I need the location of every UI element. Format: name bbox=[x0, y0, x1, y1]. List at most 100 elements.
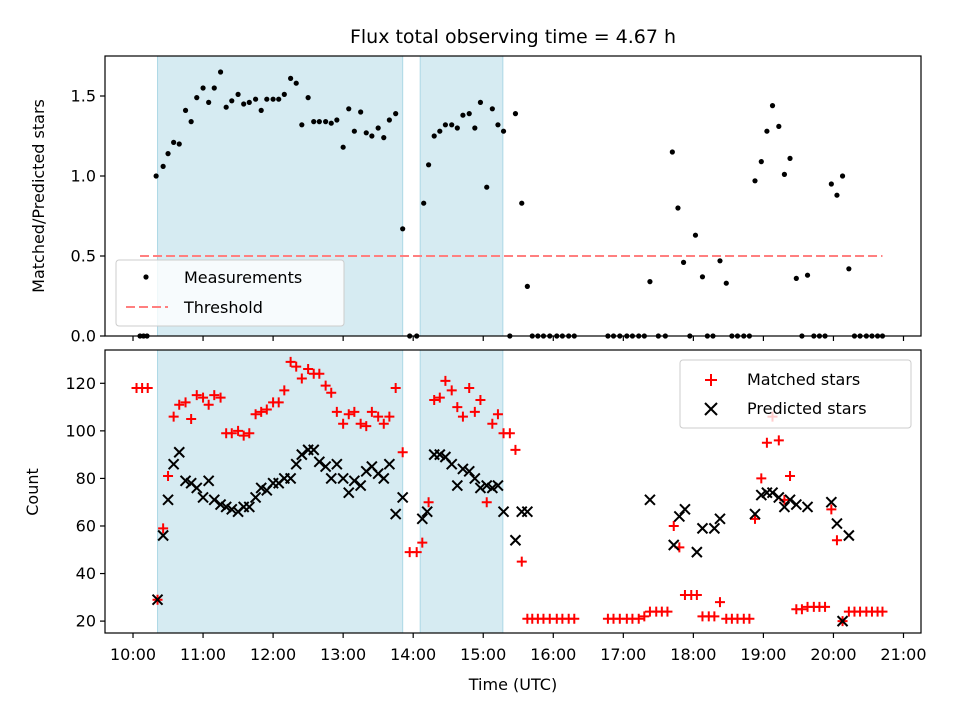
matched-star-point bbox=[285, 356, 296, 367]
predicted-star-point bbox=[825, 496, 838, 508]
matched-star-point bbox=[331, 406, 342, 417]
y-tick-label: 0.5 bbox=[71, 247, 96, 266]
measurement-point bbox=[477, 99, 484, 105]
predicted-star-point bbox=[226, 503, 238, 516]
matched-star-point bbox=[238, 430, 249, 441]
y-tick-label: 100 bbox=[65, 421, 96, 440]
predicted-star-point bbox=[151, 593, 164, 606]
predicted-star-point bbox=[354, 479, 367, 492]
matched-star-point bbox=[256, 406, 267, 417]
measurement-point bbox=[680, 259, 687, 265]
predicted-star-point bbox=[492, 479, 504, 492]
top-axes-frame bbox=[104, 55, 922, 337]
predicted-star-point bbox=[325, 472, 337, 485]
matched-star-point bbox=[434, 392, 445, 403]
legend-measurements-label: Measurements bbox=[184, 268, 302, 287]
matched-star-point bbox=[373, 411, 384, 422]
legend-threshold-label: Threshold bbox=[183, 298, 263, 317]
matched-star-point bbox=[756, 473, 767, 484]
matched-star-point bbox=[440, 375, 451, 386]
matched-star-point bbox=[279, 385, 290, 396]
top-x-ticks bbox=[132, 336, 905, 341]
measurement-point bbox=[717, 258, 723, 264]
legend-predicted-label: Predicted stars bbox=[747, 399, 867, 418]
measurement-point bbox=[804, 272, 811, 278]
measurement-point bbox=[647, 279, 653, 285]
y-tick-label: 120 bbox=[65, 374, 96, 393]
matched-star-point bbox=[384, 411, 395, 422]
predicted-star-point bbox=[474, 482, 487, 494]
matched-star-point bbox=[469, 406, 480, 417]
measurement-point bbox=[217, 69, 224, 75]
matched-star-point bbox=[492, 409, 503, 420]
figure-title: Flux total observing time = 4.67 h bbox=[350, 26, 676, 48]
measurement-point bbox=[692, 232, 699, 238]
legend-matched-label: Matched stars bbox=[747, 370, 860, 389]
matched-star-point bbox=[820, 601, 831, 612]
observation-span-1 bbox=[419, 55, 504, 337]
x-tick-label: 10:00 bbox=[110, 645, 156, 664]
x-axis-label: Time (UTC) bbox=[468, 675, 557, 694]
x-tick-label: 11:00 bbox=[180, 645, 226, 664]
measurement-point bbox=[223, 104, 229, 110]
measurement-point bbox=[281, 91, 287, 97]
predicted-star-point bbox=[337, 472, 349, 485]
x-tick-label: 19:00 bbox=[740, 645, 786, 664]
measurement-point bbox=[358, 109, 364, 115]
x-tick-label: 18:00 bbox=[670, 645, 716, 664]
measurement-point bbox=[369, 133, 375, 139]
measurement-point bbox=[787, 155, 793, 161]
predicted-star-point bbox=[778, 501, 791, 513]
predicted-star-point bbox=[773, 491, 785, 504]
measurement-point bbox=[442, 122, 449, 128]
measurement-point bbox=[431, 133, 437, 139]
measurement-point bbox=[454, 125, 460, 131]
predicted-star-point bbox=[521, 506, 534, 518]
matched-star-point bbox=[338, 418, 349, 429]
measurement-point bbox=[846, 266, 852, 272]
bottom-legend: Matched stars Predicted stars bbox=[679, 359, 912, 429]
matched-star-point bbox=[250, 409, 261, 420]
matched-star-point bbox=[296, 373, 307, 384]
measurement-point bbox=[323, 119, 329, 125]
measurement-point bbox=[752, 178, 758, 184]
measurement-point bbox=[489, 106, 495, 112]
predicted-star-point bbox=[421, 506, 433, 518]
predicted-star-point bbox=[343, 486, 355, 499]
measurement-point bbox=[723, 280, 729, 286]
matched-star-point bbox=[326, 387, 337, 398]
measurement-point bbox=[346, 106, 352, 112]
matched-star-point bbox=[569, 613, 580, 624]
matched-star-point bbox=[662, 606, 673, 617]
matched-star-point bbox=[244, 428, 255, 439]
measurement-point bbox=[194, 95, 200, 101]
matched-star-point bbox=[749, 513, 760, 524]
measurement-point bbox=[375, 125, 381, 131]
matched-star-point bbox=[261, 404, 272, 415]
predicted-star-point bbox=[249, 491, 262, 504]
matched-star-point bbox=[429, 394, 440, 405]
measurement-point bbox=[839, 173, 846, 179]
predicted-star-point bbox=[416, 513, 429, 525]
predicted-star-point bbox=[714, 513, 726, 525]
y-tick-label: 80 bbox=[76, 469, 96, 488]
measurement-point bbox=[153, 173, 159, 179]
measurement-point bbox=[776, 123, 782, 129]
matched-star-point bbox=[215, 392, 226, 403]
measurement-point bbox=[270, 96, 276, 102]
measurement-point bbox=[764, 128, 770, 134]
measurement-point bbox=[828, 181, 834, 187]
predicted-star-point bbox=[691, 546, 703, 558]
measurement-point bbox=[305, 95, 311, 101]
measurement-point bbox=[425, 162, 432, 168]
matched-star-point bbox=[361, 421, 372, 432]
measurement-point bbox=[252, 96, 259, 102]
predicted-star-point bbox=[843, 529, 855, 542]
matched-star-point bbox=[633, 613, 644, 624]
measurement-point bbox=[171, 139, 177, 145]
matched-star-point bbox=[314, 368, 325, 379]
matched-star-point bbox=[457, 411, 468, 422]
measurement-point bbox=[311, 119, 317, 125]
matched-star-point bbox=[191, 390, 202, 401]
